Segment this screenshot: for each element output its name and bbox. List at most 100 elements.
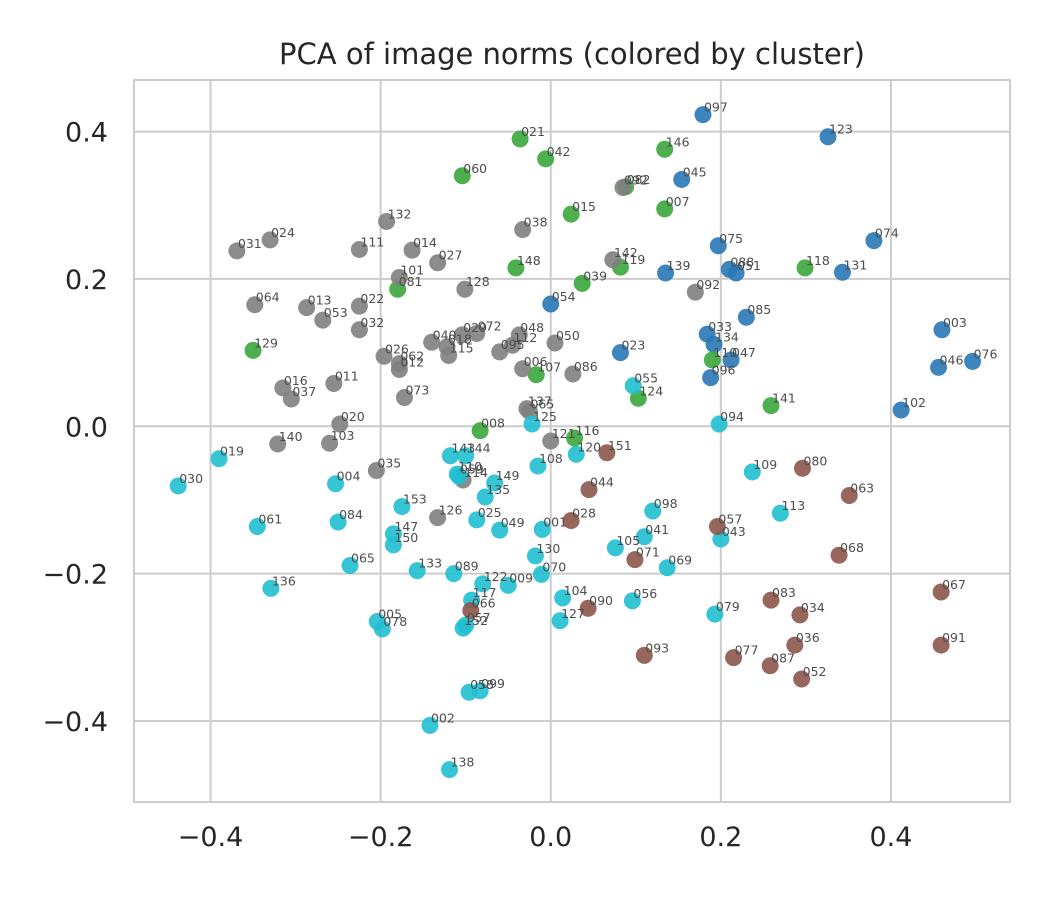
scatter-point — [708, 517, 726, 535]
point-label: 133 — [418, 556, 442, 571]
scatter-point — [865, 232, 883, 250]
point-label: 086 — [574, 359, 598, 374]
scatter-point — [762, 397, 780, 415]
point-label: 142 — [614, 245, 638, 260]
point-label: 036 — [796, 630, 820, 645]
point-label: 093 — [645, 640, 669, 655]
scatter-point — [453, 167, 471, 185]
scatter-point — [523, 415, 541, 433]
scatter-point — [298, 299, 316, 317]
point-label: 005 — [378, 607, 402, 622]
scatter-point — [471, 682, 489, 700]
scatter-point — [722, 351, 740, 369]
scatter-point — [468, 511, 486, 529]
scatter-point — [694, 106, 712, 124]
scatter-point — [793, 670, 811, 688]
scatter-point — [657, 264, 675, 282]
scatter-point — [441, 447, 459, 465]
scatter-point — [453, 326, 471, 344]
point-label: 146 — [666, 134, 690, 149]
point-label: 095 — [501, 337, 525, 352]
scatter-point — [450, 467, 468, 485]
point-label: 009 — [509, 570, 533, 585]
point-label: 111 — [360, 234, 384, 249]
point-label: 077 — [735, 643, 759, 658]
point-label: 150 — [394, 530, 418, 545]
scatter-point — [503, 336, 521, 354]
point-label: 050 — [556, 328, 580, 343]
scatter-point — [441, 761, 459, 779]
point-label: 078 — [383, 614, 407, 629]
scatter-point — [833, 263, 851, 281]
scatter-point — [321, 434, 339, 452]
point-label: 051 — [737, 258, 761, 273]
point-label: 074 — [875, 226, 899, 241]
point-label: 022 — [360, 291, 384, 306]
point-label: 044 — [590, 475, 614, 490]
scatter-point — [440, 347, 458, 365]
scatter-point — [710, 415, 728, 433]
point-label: 122 — [484, 569, 508, 584]
point-label: 088 — [730, 254, 754, 269]
scatter-point — [403, 241, 421, 259]
scatter-point — [727, 264, 745, 282]
scatter-point — [468, 324, 486, 342]
point-label: 066 — [472, 595, 496, 610]
point-label: 130 — [536, 541, 560, 556]
y-axis-ticks: −0.4 −0.2 0.0 0.2 0.4 — [42, 118, 108, 738]
scatter-point — [408, 562, 426, 580]
point-label: 029 — [463, 320, 487, 335]
point-label: 127 — [561, 606, 585, 621]
point-label: 103 — [331, 428, 355, 443]
point-label: 151 — [608, 438, 632, 453]
point-label: 055 — [634, 371, 658, 386]
point-label: 125 — [533, 409, 557, 424]
point-label: 123 — [829, 122, 853, 137]
point-label: 004 — [337, 469, 361, 484]
scatter-point — [331, 415, 349, 433]
point-label: 041 — [645, 522, 669, 537]
scatter-point — [830, 546, 848, 564]
point-label: 131 — [843, 257, 867, 272]
point-label: 084 — [339, 507, 363, 522]
scatter-point — [169, 477, 187, 495]
scatter-point — [350, 297, 368, 315]
point-label: 021 — [521, 124, 545, 139]
scatter-point — [429, 254, 447, 272]
scatter-point — [261, 231, 279, 249]
point-label: 132 — [388, 206, 412, 221]
scatter-point — [686, 283, 704, 301]
scatter-point — [325, 375, 343, 393]
point-label: 037 — [292, 384, 316, 399]
scatter-point — [624, 377, 642, 395]
scatter-point — [709, 237, 727, 255]
point-label: 113 — [781, 498, 805, 513]
point-label: 126 — [439, 503, 463, 518]
point-label: 072 — [478, 318, 502, 333]
scatter-point — [673, 170, 691, 188]
point-label: 039 — [583, 268, 607, 283]
point-label: 065 — [351, 551, 375, 566]
point-label: 117 — [473, 585, 497, 600]
scatter-point — [327, 475, 345, 493]
scatter-point — [562, 512, 580, 530]
point-label: 046 — [940, 352, 964, 367]
scatter-point — [445, 565, 463, 583]
point-label: 121 — [552, 426, 576, 441]
point-label: 083 — [772, 585, 796, 600]
scatter-point — [702, 369, 720, 387]
point-label: 116 — [576, 423, 600, 438]
scatter-point — [471, 422, 489, 440]
scatter-point — [644, 502, 662, 520]
scatter-point — [573, 274, 591, 292]
scatter-point — [476, 488, 494, 506]
scatter-point — [537, 150, 555, 168]
point-label: 025 — [478, 505, 502, 520]
point-label: 062 — [400, 349, 424, 364]
scatter-point — [375, 347, 393, 365]
scatter-point — [314, 311, 332, 329]
point-label: 065 — [530, 397, 554, 412]
scatter-point — [579, 599, 597, 617]
point-label: 034 — [801, 600, 825, 615]
